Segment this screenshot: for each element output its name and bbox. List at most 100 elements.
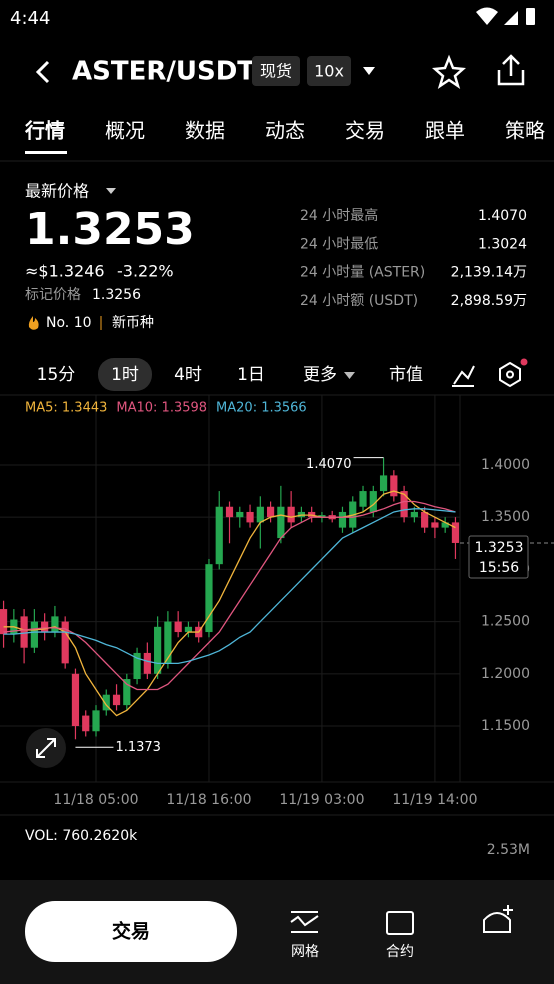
approx-price: ≈$1.3246 [25,262,105,281]
dropdown-arrow[interactable] [363,67,375,75]
more-arrow [344,372,355,379]
candle-body [112,694,121,706]
y-tick-label: 1.2000 [481,666,530,682]
candle-body [338,511,347,528]
stat-label: 24 小时量 (ASTER) [300,265,425,281]
candle-body [277,506,285,539]
candle-body [390,475,398,497]
tab[interactable]: 动态 [265,119,305,143]
candle-body [154,626,162,674]
tab[interactable]: 跟单 [425,119,465,143]
timeframe[interactable]: 4时 [174,365,202,385]
y-tick-label: 1.4000 [481,457,530,473]
notify-dot [520,358,528,366]
mark-label: 标记价格 [25,287,81,303]
candle-body [82,715,90,732]
candle-body [256,506,264,523]
volume-label: VOL: 760.2620k [25,828,138,844]
candle-body [287,506,295,523]
tab[interactable]: 行情 [24,119,65,143]
current-price-label: 1.3253 [475,540,524,556]
candle-body [30,621,38,648]
market-label: 现货 [260,62,292,81]
volume-tick: 2.53M [487,842,530,858]
timeframe[interactable]: 1时 [111,365,139,385]
candle-body [174,621,182,633]
candle-body [143,652,151,674]
candle-body [369,491,377,512]
candle-body [215,506,223,565]
ma-line [3,490,456,717]
mark-price: 1.3256 [92,287,141,303]
share-button[interactable] [497,54,525,86]
tab[interactable]: 交易 [345,119,385,143]
candle-body [164,621,172,664]
new-tag: 新币种 [112,315,154,331]
x-tick-label: 11/19 03:00 [279,792,364,808]
tab[interactable]: 策略 [505,119,545,143]
contract-icon[interactable] [386,911,414,935]
legend-entry: MA10: 1.3598 [116,401,207,416]
legend-entry: MA20: 1.3566 [216,401,307,416]
y-tick-label: 1.1500 [481,718,530,734]
timeframe[interactable]: 更多 [303,365,337,385]
candle-body [184,626,193,633]
settings-dot [506,370,514,379]
alert-icon[interactable] [483,905,513,933]
price-dropdown[interactable] [106,188,116,194]
stat-value: 1.4070 [478,208,527,224]
trade-button-label: 交易 [112,920,150,943]
pair-title: ASTER/USDT [72,57,255,87]
clock: 4:44 [10,8,50,29]
tab[interactable]: 数据 [185,119,225,143]
y-tick-label: 1.3500 [481,509,530,525]
signal-icon [504,11,518,25]
candle-body [379,475,388,492]
timeframe[interactable]: 1日 [237,365,265,385]
candle-body [123,679,131,706]
favorite-button[interactable] [432,54,466,89]
timeframe[interactable]: 15分 [37,365,76,385]
stat-label: 24 小时最高 [300,207,378,224]
settings-button[interactable] [499,361,521,388]
x-tick-label: 11/19 14:00 [392,792,477,808]
candle-body [61,621,69,664]
candle-body [318,515,326,518]
leverage-label: 10x [314,62,344,81]
contract-label: 合约 [386,944,414,960]
candle-body [205,564,213,633]
candle-body [133,652,141,680]
stat-label: 24 小时额 (USDT) [300,293,418,309]
annotation-label: 1.4070 [306,457,352,472]
candle-body [421,511,429,528]
price-label: 最新价格 [25,182,89,201]
candle-body [51,616,59,633]
leverage-chip[interactable] [307,56,351,86]
indicator-button[interactable] [452,365,475,387]
candle-body [441,522,449,528]
candle-body [359,491,367,507]
battery-icon [526,8,535,25]
chart: 1.40001.35001.30001.25001.20001.150011/1… [0,395,554,808]
stat-value: 2,898.59万 [451,293,527,309]
back-button[interactable] [35,60,50,84]
tab-indicator [25,151,67,154]
y-tick-label: 1.2500 [481,614,530,630]
timeframe[interactable]: 市值 [389,365,423,385]
candle-body [400,491,408,518]
price-change: -3.22% [117,262,174,281]
candle-body [71,673,80,727]
tab[interactable]: 概况 [105,119,145,143]
stat-label: 24 小时最低 [300,236,378,252]
candle-body [266,506,275,518]
annotation-label: 1.1373 [115,740,160,755]
x-tick-label: 11/18 16:00 [166,792,251,808]
grid-icon[interactable] [290,911,319,933]
trade-button[interactable] [25,901,237,962]
legend-entry: MA5: 1.3443 [25,401,107,416]
rank: No. 10 [46,315,92,331]
candle-body [410,511,418,518]
market-chip[interactable] [252,56,300,86]
tab-bar: 行情 概况 数据 动态 交易 跟单 策略 [24,119,545,143]
